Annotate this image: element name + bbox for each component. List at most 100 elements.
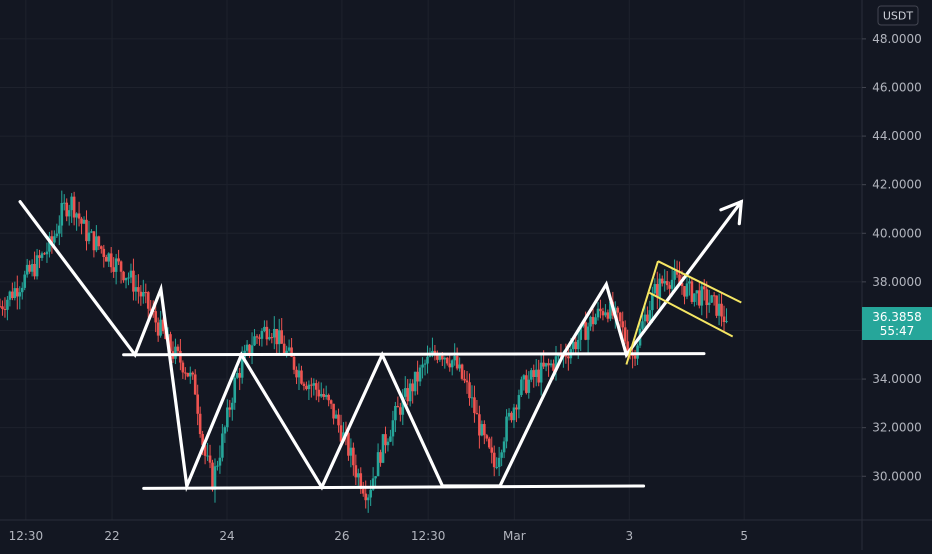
candle-body	[394, 405, 397, 421]
candle-body	[715, 295, 718, 316]
candle-body	[20, 287, 24, 293]
candle-body	[698, 290, 701, 306]
y-tick-label: 38.0000	[872, 275, 922, 289]
candle-body	[3, 308, 7, 310]
candle-body	[512, 407, 516, 421]
candle-body	[310, 384, 313, 386]
candle-body	[196, 394, 199, 414]
candle-body	[104, 257, 108, 262]
candle-body	[584, 322, 587, 340]
candle-body	[11, 291, 14, 299]
candle-body	[221, 433, 224, 458]
candle-body	[305, 385, 308, 390]
candle-body	[216, 465, 219, 467]
x-tick-label: 12:30	[411, 529, 446, 543]
candle-body	[203, 445, 207, 456]
candle-body	[191, 372, 195, 375]
candle-body	[58, 225, 61, 234]
candle-body	[132, 270, 135, 292]
candle-body	[618, 312, 622, 322]
candle-body	[458, 364, 461, 369]
candle-body	[92, 231, 96, 251]
y-tick-label: 44.0000	[872, 129, 922, 143]
candle-body	[656, 284, 659, 298]
candle-body	[85, 219, 88, 242]
candle-body	[117, 258, 120, 262]
candle-body	[376, 452, 380, 477]
candle-body	[554, 356, 558, 371]
candle-body	[403, 388, 407, 397]
candle-body	[184, 372, 187, 374]
candle-body	[174, 346, 177, 359]
candle-body	[70, 196, 73, 211]
candle-body	[492, 452, 496, 468]
time-axis[interactable]: 12:30 22 24 26 12:30 Mar 3 5	[0, 519, 932, 543]
candle-body	[109, 253, 113, 268]
candle-body	[295, 369, 298, 378]
candle-body	[354, 465, 358, 478]
y-tick-label: 48.0000	[872, 32, 922, 46]
candle-body	[265, 326, 269, 340]
candle-body	[332, 403, 335, 419]
candle-body	[238, 373, 241, 378]
candle-body	[307, 384, 311, 390]
last-price-value: 36.3858	[872, 310, 922, 324]
drawings[interactable]	[18, 199, 744, 493]
candle-body	[559, 354, 563, 357]
candle-body	[688, 281, 691, 284]
candle-body	[272, 328, 276, 338]
candle-body	[389, 436, 392, 442]
candle-body	[324, 394, 328, 397]
candle-body	[445, 357, 449, 364]
candle-body	[245, 344, 249, 351]
candle-body	[161, 319, 165, 332]
candle-body	[352, 447, 355, 466]
candle-body	[0, 306, 2, 308]
candle-body	[680, 282, 684, 287]
candle-body	[258, 337, 261, 339]
x-tick-label: 22	[104, 529, 119, 543]
candle-body	[658, 278, 662, 298]
currency-badge[interactable]: USDT	[877, 5, 919, 26]
candle-body	[270, 337, 274, 339]
candle-body	[663, 281, 667, 284]
candle-body	[609, 301, 612, 319]
candle-body	[705, 289, 709, 306]
y-tick-label: 40.0000	[872, 226, 922, 240]
candle-body	[478, 414, 481, 436]
candle-body	[107, 253, 111, 262]
candle-body	[436, 355, 439, 360]
support-line	[142, 484, 646, 490]
candle-body	[497, 457, 501, 468]
candle-body	[485, 435, 489, 439]
candle-body	[142, 292, 145, 297]
candle-body	[527, 379, 531, 393]
candle-body	[480, 424, 484, 436]
candle-body	[490, 447, 494, 453]
candle-body	[48, 236, 51, 252]
candle-body	[537, 369, 540, 383]
candle-body	[285, 350, 288, 354]
candle-body	[690, 281, 694, 302]
resistance-line	[122, 352, 706, 357]
candle-body	[468, 382, 471, 399]
candle-body	[139, 291, 143, 297]
candle-body	[282, 343, 286, 354]
candle-body	[601, 311, 605, 316]
candle-body	[722, 316, 726, 323]
x-tick-label: Mar	[503, 529, 526, 543]
candle-body	[198, 413, 202, 435]
candle-body	[542, 362, 545, 367]
candle-body	[413, 371, 417, 392]
candle-body	[75, 213, 78, 218]
candle-body	[268, 337, 271, 340]
candle-body	[443, 357, 447, 360]
candle-body	[594, 317, 597, 325]
candle-body	[483, 424, 486, 436]
candle-body	[127, 277, 130, 279]
candle-body	[253, 336, 256, 346]
candle-body	[544, 363, 548, 367]
candle-body	[571, 341, 575, 350]
